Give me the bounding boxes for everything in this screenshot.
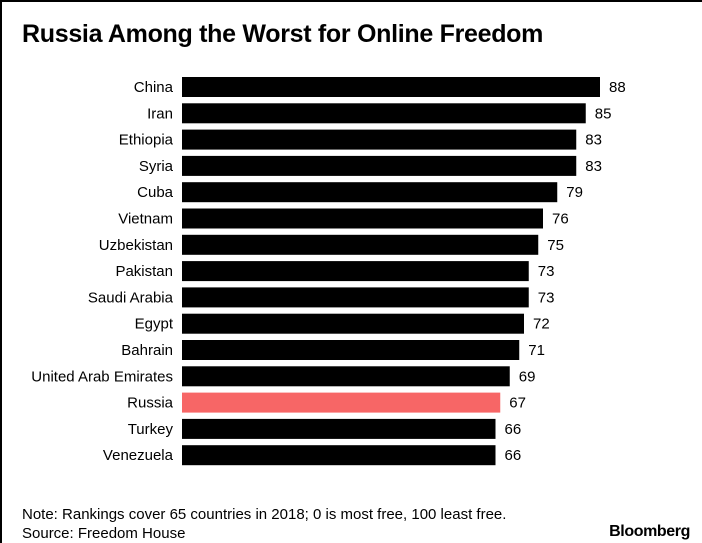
bar-uzbekistan xyxy=(182,234,539,255)
bar-iran xyxy=(182,103,586,124)
category-label-pakistan: Pakistan xyxy=(115,263,173,280)
category-label-united-arab-emirates: United Arab Emirates xyxy=(31,368,173,385)
value-label-cuba: 79 xyxy=(566,184,583,201)
category-label-uzbekistan: Uzbekistan xyxy=(99,237,173,254)
value-label-united-arab-emirates: 69 xyxy=(519,368,536,385)
category-label-cuba: Cuba xyxy=(137,184,174,201)
category-label-vietnam: Vietnam xyxy=(118,211,173,228)
category-label-china: China xyxy=(134,79,174,96)
bloomberg-logo: Bloomberg xyxy=(609,523,690,540)
bar-bahrain xyxy=(182,340,520,360)
chart-source: Source: Freedom House xyxy=(22,525,186,542)
category-label-iran: Iran xyxy=(147,105,173,122)
category-label-turkey: Turkey xyxy=(128,421,174,438)
bar-venezuela xyxy=(182,445,496,466)
category-label-syria: Syria xyxy=(139,158,174,175)
bar-ethiopia xyxy=(182,129,577,150)
category-label-bahrain: Bahrain xyxy=(121,342,173,359)
category-label-egypt: Egypt xyxy=(135,316,174,333)
value-label-saudi-arabia: 73 xyxy=(538,289,555,306)
bar-cuba xyxy=(182,182,558,203)
bar-china xyxy=(182,77,600,97)
bar-syria xyxy=(182,155,577,176)
category-label-venezuela: Venezuela xyxy=(103,447,174,464)
bar-turkey xyxy=(182,418,496,439)
value-label-china: 88 xyxy=(609,79,626,96)
value-label-pakistan: 73 xyxy=(538,263,555,280)
value-label-uzbekistan: 75 xyxy=(547,237,564,254)
value-label-syria: 83 xyxy=(585,158,602,175)
value-label-vietnam: 76 xyxy=(552,211,569,228)
category-label-saudi-arabia: Saudi Arabia xyxy=(88,289,174,306)
chart-title: Russia Among the Worst for Online Freedo… xyxy=(22,20,544,48)
value-label-ethiopia: 83 xyxy=(585,132,602,149)
bar-saudi-arabia xyxy=(182,287,529,308)
bar-egypt xyxy=(182,313,524,334)
bar-vietnam xyxy=(182,208,543,229)
value-label-venezuela: 66 xyxy=(505,447,522,464)
chart-footer: Note: Rankings cover 65 countries in 201… xyxy=(22,505,506,543)
bar-pakistan xyxy=(182,261,529,282)
value-label-egypt: 72 xyxy=(533,316,550,333)
value-label-bahrain: 71 xyxy=(528,342,545,359)
value-label-russia: 67 xyxy=(509,395,526,412)
value-label-turkey: 66 xyxy=(505,421,522,438)
category-label-russia: Russia xyxy=(127,395,174,412)
value-label-iran: 85 xyxy=(595,105,612,122)
chart-note: Note: Rankings cover 65 countries in 201… xyxy=(22,506,507,523)
bar-united-arab-emirates xyxy=(182,366,510,387)
category-label-ethiopia: Ethiopia xyxy=(119,132,174,149)
bar-russia xyxy=(182,392,501,413)
